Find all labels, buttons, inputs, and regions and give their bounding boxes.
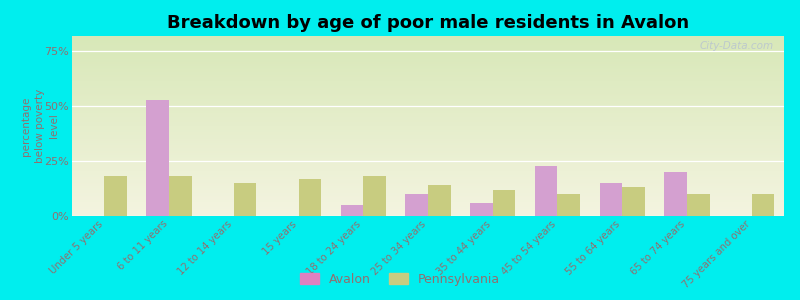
Bar — [341, 205, 363, 216]
Bar — [493, 190, 515, 216]
Bar — [599, 183, 622, 216]
Bar — [622, 188, 645, 216]
Y-axis label: percentage
below poverty
level: percentage below poverty level — [22, 89, 59, 163]
Bar — [363, 176, 386, 216]
Bar — [558, 194, 580, 216]
Bar — [146, 100, 169, 216]
Bar — [428, 185, 450, 216]
Bar — [687, 194, 710, 216]
Bar — [104, 176, 127, 216]
Text: City-Data.com: City-Data.com — [699, 41, 774, 51]
Bar — [470, 203, 493, 216]
Title: Breakdown by age of poor male residents in Avalon: Breakdown by age of poor male residents … — [167, 14, 689, 32]
Bar — [298, 179, 322, 216]
Bar — [234, 183, 257, 216]
Bar — [406, 194, 428, 216]
Legend: Avalon, Pennsylvania: Avalon, Pennsylvania — [295, 268, 505, 291]
Bar — [535, 166, 558, 216]
Bar — [752, 194, 774, 216]
Bar — [664, 172, 687, 216]
Bar — [169, 176, 192, 216]
